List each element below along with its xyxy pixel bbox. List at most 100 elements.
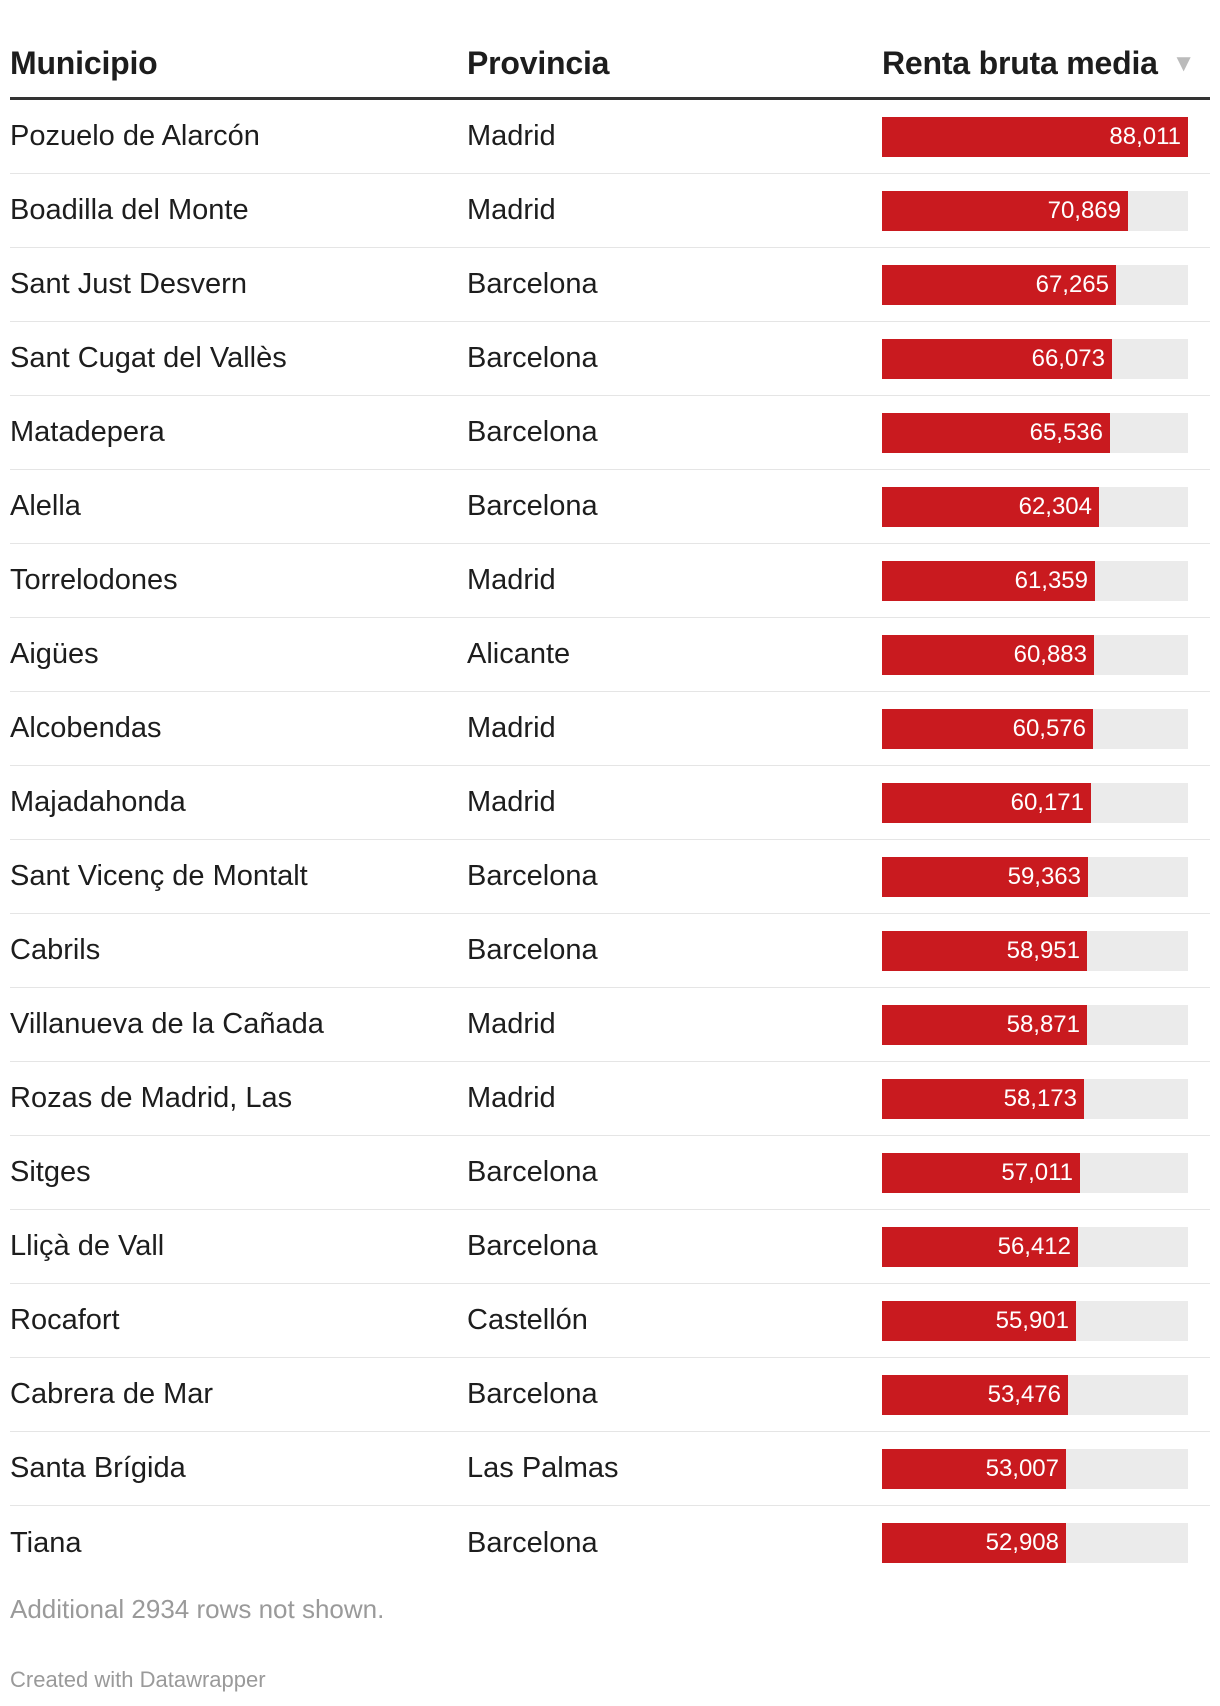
cell-renta: 62,304: [882, 486, 1210, 527]
bar-value-label: 53,007: [985, 1454, 1059, 1482]
column-header-municipio[interactable]: Municipio: [10, 45, 158, 81]
cell-municipio: Pozuelo de Alarcón: [10, 120, 260, 152]
cell-municipio: Rocafort: [10, 1304, 120, 1336]
cell-provincia: Alicante: [467, 638, 571, 670]
cell-renta: 58,173: [882, 1078, 1210, 1119]
bar-track: 53,476: [882, 1374, 1188, 1415]
bar-fill: [882, 1226, 1078, 1267]
cell-renta: 60,171: [882, 782, 1210, 823]
cell-renta: 65,536: [882, 412, 1210, 453]
cell-renta: 53,007: [882, 1448, 1210, 1489]
bar-value-label: 58,871: [1006, 1010, 1080, 1038]
cell-municipio: Tiana: [10, 1526, 82, 1559]
bar-fill: [882, 1300, 1076, 1341]
table-row: Villanueva de la Cañada Madrid 58,871: [10, 988, 1210, 1062]
bar-value-label: 65,536: [1029, 418, 1103, 446]
cell-municipio: Sant Vicenç de Montalt: [10, 860, 308, 892]
bar-track: 59,363: [882, 856, 1188, 897]
cell-provincia: Barcelona: [467, 416, 598, 448]
cell-municipio: Matadepera: [10, 416, 165, 448]
bar-value-label: 67,265: [1035, 270, 1109, 298]
bar-track: 88,011: [882, 116, 1188, 157]
cell-municipio: Majadahonda: [10, 786, 186, 818]
bar-track: 62,304: [882, 486, 1188, 527]
bar-value-label: 60,171: [1010, 788, 1084, 816]
cell-provincia: Madrid: [467, 564, 556, 596]
cell-municipio: Sant Just Desvern: [10, 268, 247, 300]
bar-track: 60,883: [882, 634, 1188, 675]
column-header-provincia[interactable]: Provincia: [467, 45, 610, 81]
table-notes: Additional 2934 rows not shown.: [10, 1594, 385, 1624]
table-row: Sant Vicenç de Montalt Barcelona 59,363: [10, 840, 1210, 914]
bar-value-label: 57,011: [1001, 1158, 1073, 1186]
bar-value-label: 60,883: [1013, 640, 1087, 668]
credit-link[interactable]: Created with Datawrapper: [10, 1667, 266, 1692]
cell-municipio: Torrelodones: [10, 564, 178, 596]
bar-fill: [882, 486, 1099, 527]
bar-fill: [882, 1078, 1084, 1119]
cell-municipio: Sant Cugat del Vallès: [10, 342, 287, 374]
bar-track: 53,007: [882, 1448, 1188, 1489]
bar-fill: [882, 856, 1088, 897]
bar-track: 58,951: [882, 930, 1188, 971]
cell-municipio: Villanueva de la Cañada: [10, 1008, 324, 1040]
bar-fill: [882, 1448, 1066, 1489]
bar-value-label: 70,869: [1047, 196, 1121, 224]
cell-renta: 59,363: [882, 856, 1210, 897]
cell-municipio: Rozas de Madrid, Las: [10, 1082, 293, 1114]
table-row: Lliçà de Vall Barcelona 56,412: [10, 1210, 1210, 1284]
table-row: Rozas de Madrid, Las Madrid 58,173: [10, 1062, 1210, 1136]
bar-track: 66,073: [882, 338, 1188, 379]
bar-fill: [882, 560, 1095, 601]
bar-fill: [882, 190, 1128, 231]
bar-value-label: 66,073: [1031, 344, 1105, 372]
cell-provincia: Barcelona: [467, 1378, 598, 1410]
bar-value-label: 88,011: [1109, 122, 1181, 150]
cell-renta: 53,476: [882, 1374, 1210, 1415]
column-header-renta[interactable]: Renta bruta media ▼: [882, 45, 1210, 82]
bar-track: 55,901: [882, 1300, 1188, 1341]
bar-track: 58,871: [882, 1004, 1188, 1045]
table-row: Alella Barcelona 62,304: [10, 470, 1210, 544]
bar-fill: [882, 338, 1112, 379]
cell-provincia: Madrid: [467, 712, 556, 744]
bar-track: 60,576: [882, 708, 1188, 749]
table-body: Pozuelo de Alarcón Madrid 88,011 Boadilla d…: [10, 100, 1210, 1580]
bar-track: 52,908: [882, 1523, 1188, 1563]
cell-provincia: Barcelona: [467, 1156, 598, 1188]
cell-renta: 60,883: [882, 634, 1210, 675]
bar-track: 65,536: [882, 412, 1188, 453]
cell-provincia: Las Palmas: [467, 1452, 619, 1484]
table-row: Cabrera de Mar Barcelona 53,476: [10, 1358, 1210, 1432]
bar-fill: [882, 1523, 1066, 1563]
bar-fill: [882, 1004, 1087, 1045]
table-row: Majadahonda Madrid 60,171: [10, 766, 1210, 840]
bar-value-label: 53,476: [987, 1380, 1061, 1408]
cell-renta: 88,011: [882, 116, 1210, 157]
cell-municipio: Alella: [10, 490, 81, 522]
bar-value-label: 61,359: [1014, 566, 1088, 594]
table-row: Matadepera Barcelona 65,536: [10, 396, 1210, 470]
cell-provincia: Barcelona: [467, 268, 598, 300]
cell-provincia: Barcelona: [467, 934, 598, 966]
cell-provincia: Madrid: [467, 1008, 556, 1040]
bar-value-label: 56,412: [997, 1232, 1071, 1260]
column-header-renta-label: Renta bruta media: [882, 45, 1158, 81]
sort-descending-icon[interactable]: ▼: [1171, 49, 1196, 77]
bar-value-label: 60,576: [1012, 714, 1086, 742]
data-table: Municipio Provincia Renta bruta media ▼ …: [10, 30, 1210, 1580]
table-row: Torrelodones Madrid 61,359: [10, 544, 1210, 618]
table-row: Cabrils Barcelona 58,951: [10, 914, 1210, 988]
bar-track: 60,171: [882, 782, 1188, 823]
cell-provincia: Madrid: [467, 1082, 556, 1114]
cell-renta: 58,951: [882, 930, 1210, 971]
bar-fill: [882, 930, 1087, 971]
bar-value-label: 58,951: [1006, 936, 1080, 964]
table-row: Santa Brígida Las Palmas 53,007: [10, 1432, 1210, 1506]
table-row: Alcobendas Madrid 60,576: [10, 692, 1210, 766]
bar-track: 67,265: [882, 264, 1188, 305]
cell-provincia: Madrid: [467, 194, 556, 226]
table-row: Rocafort Castellón 55,901: [10, 1284, 1210, 1358]
bar-fill: [882, 634, 1094, 675]
cell-municipio: Boadilla del Monte: [10, 194, 249, 226]
